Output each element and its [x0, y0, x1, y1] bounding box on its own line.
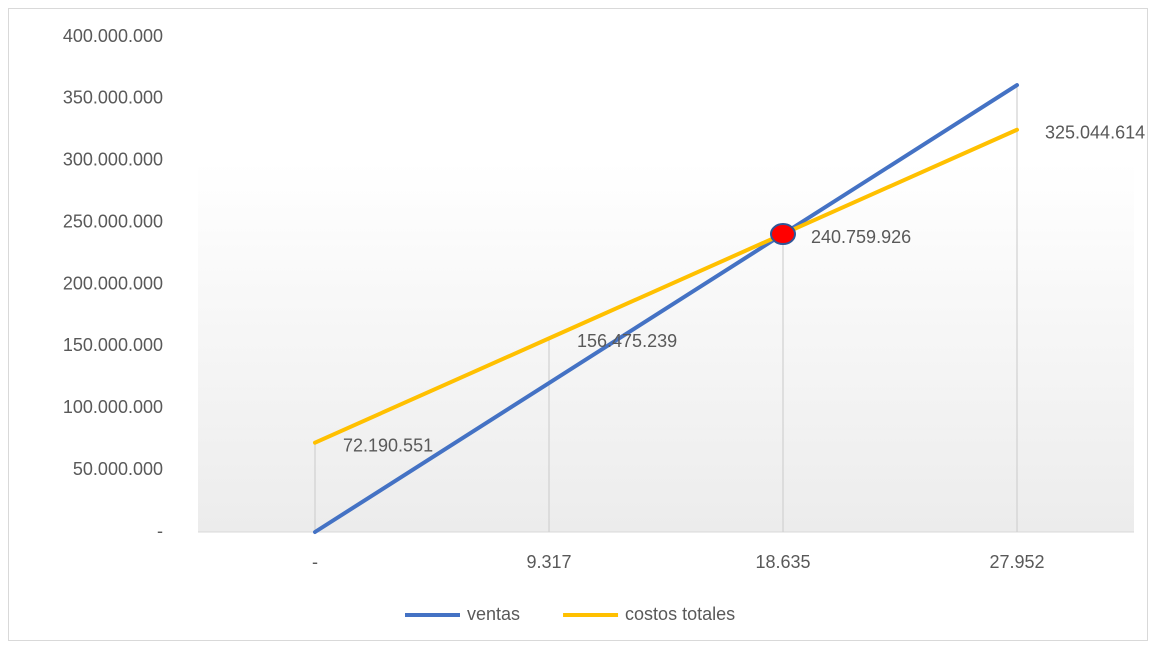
legend-label: ventas: [467, 604, 520, 624]
y-tick-label: 100.000.000: [63, 397, 163, 417]
data-label: 325.044.614: [1045, 123, 1145, 143]
y-tick-label: 400.000.000: [63, 26, 163, 46]
data-label: 156.475.239: [577, 331, 677, 351]
y-tick-label: 250.000.000: [63, 211, 163, 231]
x-tick-label: 9.317: [526, 552, 571, 572]
y-tick-label: 350.000.000: [63, 88, 163, 108]
point-marker: [770, 223, 796, 246]
series-line: [313, 83, 1019, 534]
data-label: 240.759.926: [811, 227, 911, 247]
series-line: [313, 127, 1019, 445]
legend-label: costos totales: [625, 604, 735, 624]
x-tick-label: 18.635: [755, 552, 810, 572]
y-tick-label: 300.000.000: [63, 150, 163, 170]
y-tick-label: 200.000.000: [63, 273, 163, 293]
x-tick-label: 27.952: [989, 552, 1044, 572]
data-label: 72.190.551: [343, 435, 433, 455]
x-tick-label: -: [312, 552, 318, 572]
y-tick-label: 150.000.000: [63, 335, 163, 355]
y-tick-label: 50.000.000: [73, 459, 163, 479]
y-tick-label: -: [157, 521, 163, 541]
